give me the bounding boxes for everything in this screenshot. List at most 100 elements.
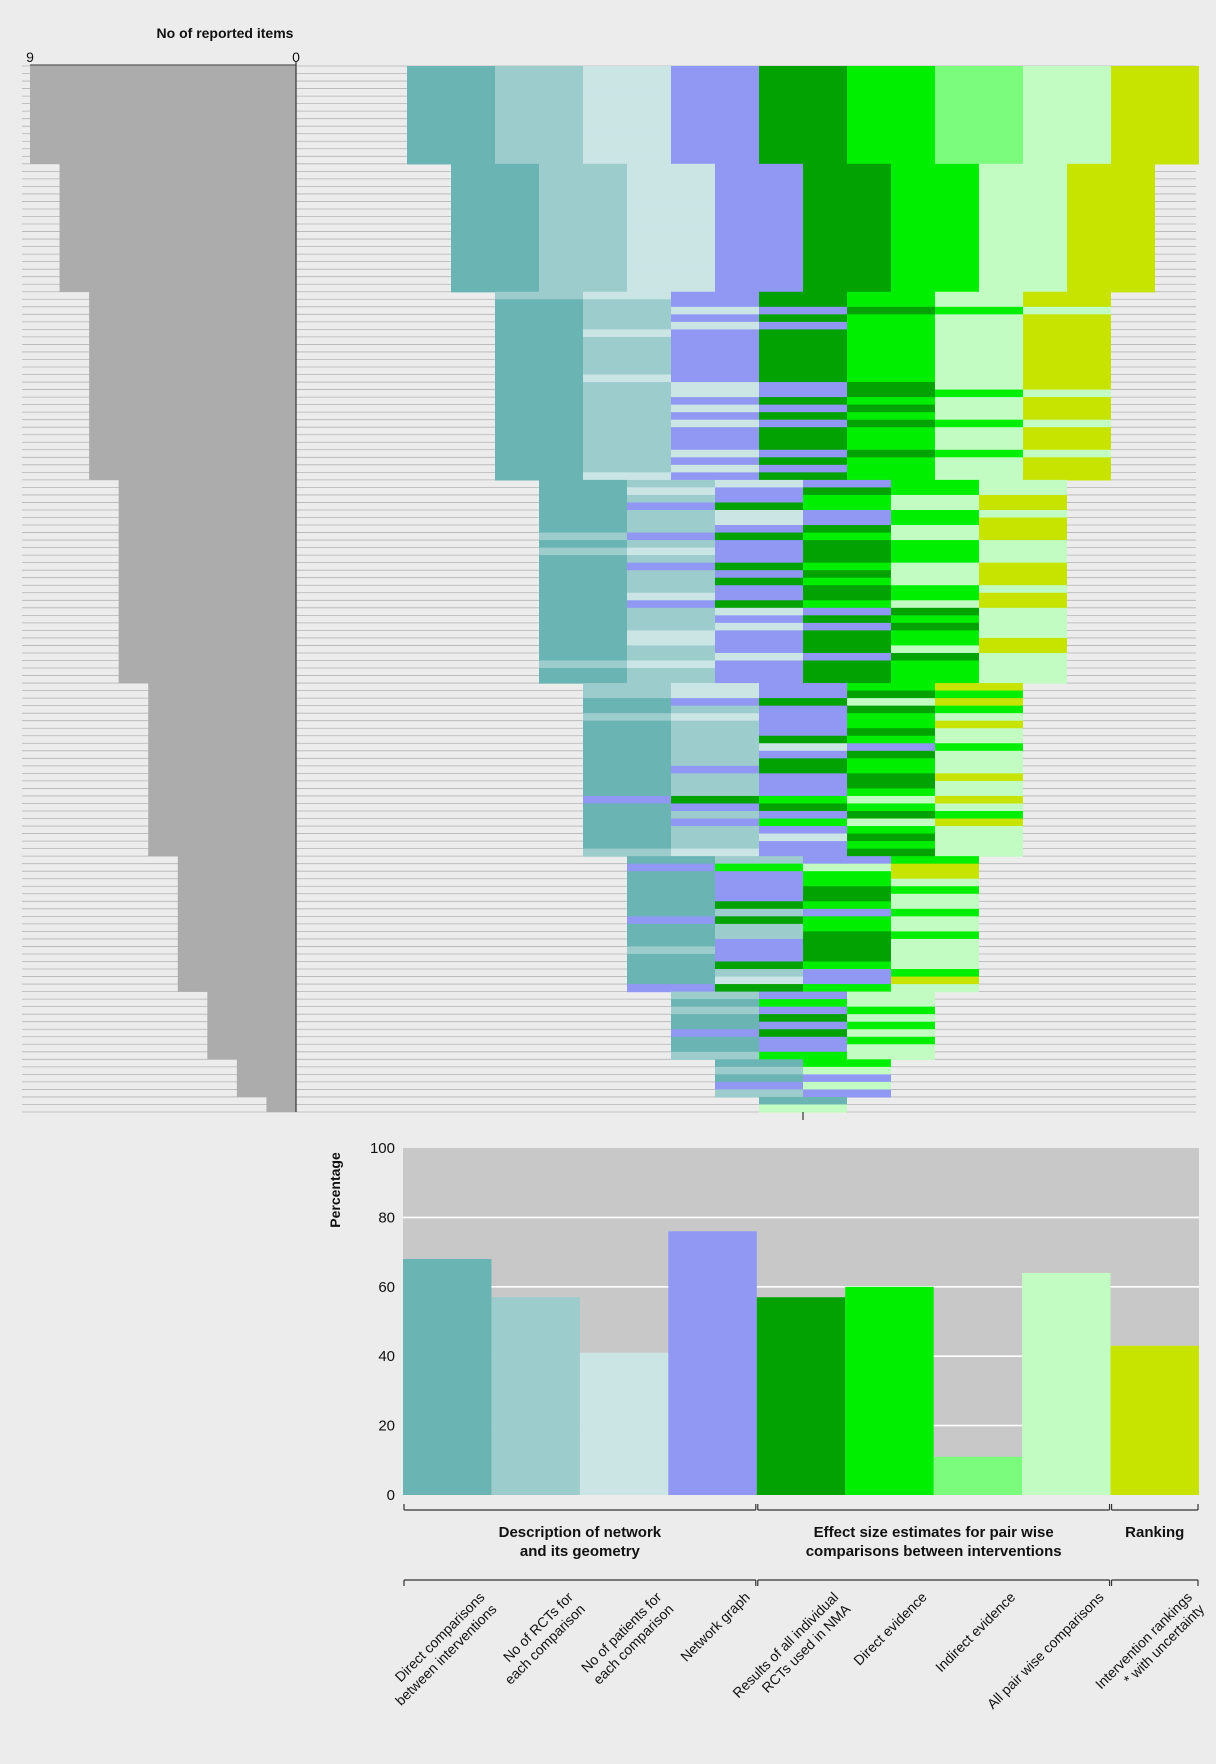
item-cell [495, 291, 583, 300]
item-cell [803, 517, 891, 526]
item-cell [715, 984, 803, 993]
item-cell [847, 321, 935, 330]
item-cell [935, 156, 1023, 165]
item-cell [891, 570, 979, 579]
group-label: Description of network [499, 1524, 662, 1541]
item-cell [979, 208, 1067, 218]
item-cell [1023, 382, 1111, 391]
item-cell [1023, 412, 1111, 421]
item-cell [759, 359, 847, 368]
item-cell [891, 517, 979, 526]
item-cell [847, 1006, 935, 1015]
item-cell [1023, 148, 1111, 157]
item-cell [759, 1051, 847, 1060]
item-cell [935, 148, 1023, 157]
item-cell [1023, 427, 1111, 436]
item-cell [847, 73, 935, 82]
item-cell [759, 314, 847, 323]
item-cell [891, 284, 979, 293]
item-cell [979, 502, 1067, 511]
item-cell [891, 976, 979, 985]
item-cell [891, 969, 979, 978]
item-cell [979, 525, 1067, 534]
item-cell [847, 833, 935, 842]
bar [1022, 1272, 1111, 1495]
item-cell [583, 848, 671, 857]
item-cell [671, 427, 759, 436]
items-bar-7 [89, 291, 296, 480]
item-cell [583, 88, 671, 97]
item-cell [1023, 156, 1111, 165]
item-cell [407, 118, 495, 127]
item-cell [891, 660, 979, 669]
item-cell [539, 269, 627, 278]
item-cell [803, 652, 891, 662]
item-cell [583, 66, 671, 75]
items-bar-8 [59, 163, 296, 292]
item-cell [803, 186, 891, 195]
item-cell [759, 705, 847, 714]
item-cell [891, 675, 979, 684]
item-cell [759, 336, 847, 346]
item-cell [583, 750, 671, 759]
item-cell [759, 367, 847, 376]
item-cell [539, 547, 627, 556]
item-cell [583, 841, 671, 850]
item-cell [671, 1014, 759, 1023]
item-cell [759, 291, 847, 300]
item-cell [671, 73, 759, 82]
item-cell [671, 1006, 759, 1015]
item-cell [495, 66, 583, 75]
item-cell [803, 1066, 891, 1075]
item-cell [671, 848, 759, 857]
item-cell [935, 735, 1023, 744]
category-label: No of patients foreach comparison [578, 1589, 677, 1688]
item-cell [627, 878, 715, 887]
item-cell [627, 577, 715, 586]
item-cell [495, 336, 583, 346]
item-cell [671, 1036, 759, 1045]
item-cell [1111, 133, 1199, 142]
item-cell [495, 457, 583, 466]
item-cell [583, 141, 671, 150]
item-cell [1023, 457, 1111, 466]
item-cell [451, 186, 539, 195]
item-cell [583, 705, 671, 714]
item-cell [891, 615, 979, 624]
item-cell [715, 284, 803, 293]
item-cell [803, 637, 891, 647]
item-cell [583, 810, 671, 820]
item-cell [671, 1044, 759, 1053]
item-cell [979, 254, 1067, 263]
item-cell [715, 540, 803, 549]
item-cell [1023, 96, 1111, 105]
item-cell [583, 795, 671, 805]
item-cell [759, 991, 847, 1000]
item-cell [847, 690, 935, 699]
item-cell [847, 720, 935, 729]
item-cell [847, 1014, 935, 1023]
item-cell [451, 246, 539, 255]
item-cell [847, 397, 935, 406]
item-cell [671, 133, 759, 142]
item-cell [847, 412, 935, 421]
item-cell [847, 419, 935, 428]
item-cell [671, 758, 759, 767]
item-cell [671, 367, 759, 376]
item-cell [935, 795, 1023, 805]
item-cell [891, 923, 979, 932]
category-label: No of RCTs foreach comparison [489, 1589, 588, 1688]
item-cell [539, 193, 627, 203]
item-cell [539, 668, 627, 677]
item-cell [891, 562, 979, 571]
item-cell [671, 299, 759, 308]
item-cell [671, 81, 759, 90]
group-label: Effect size estimates for pair wise [814, 1524, 1054, 1541]
item-cell [583, 96, 671, 105]
item-cell [935, 141, 1023, 150]
item-cell [891, 585, 979, 594]
item-cell [583, 833, 671, 842]
item-cell [935, 826, 1023, 835]
item-cell [539, 239, 627, 248]
